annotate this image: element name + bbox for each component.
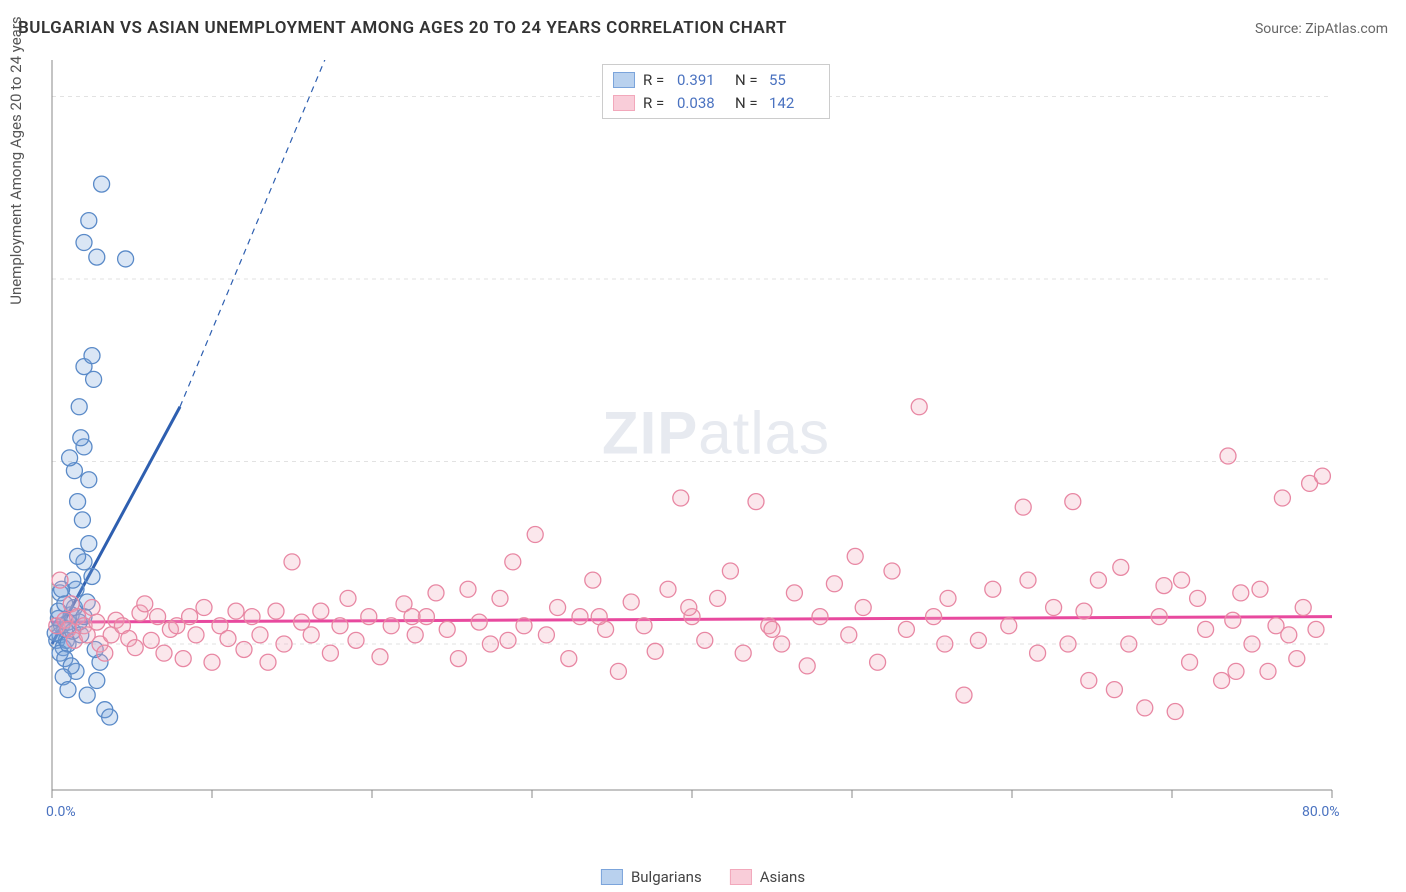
r-label: R = xyxy=(643,69,669,92)
stats-row-bulgarians: R = 0.391 N = 55 xyxy=(613,69,819,92)
chart-title: BULGARIAN VS ASIAN UNEMPLOYMENT AMONG AG… xyxy=(18,18,787,38)
n-label: N = xyxy=(735,92,761,115)
legend-label-bulgarians: Bulgarians xyxy=(631,868,702,886)
swatch-asians xyxy=(613,95,635,111)
x-tick-label: 0.0% xyxy=(46,804,76,820)
r-label: R = xyxy=(643,92,669,115)
y-axis-label: Unemployment Among Ages 20 to 24 years xyxy=(7,16,25,304)
r-value-bulgarians: 0.391 xyxy=(677,69,727,92)
legend-swatch-bulgarians xyxy=(601,869,623,885)
r-value-asians: 0.038 xyxy=(677,92,727,115)
legend-item-asians: Asians xyxy=(730,868,805,886)
legend-label-asians: Asians xyxy=(760,868,805,886)
scatter-plot xyxy=(46,60,1386,820)
stats-row-asians: R = 0.038 N = 142 xyxy=(613,92,819,115)
legend: Bulgarians Asians xyxy=(601,868,805,886)
legend-swatch-asians xyxy=(730,869,752,885)
legend-item-bulgarians: Bulgarians xyxy=(601,868,702,886)
correlation-stats-box: R = 0.391 N = 55 R = 0.038 N = 142 xyxy=(602,64,830,119)
n-value-bulgarians: 55 xyxy=(769,69,819,92)
chart-container: Unemployment Among Ages 20 to 24 years R… xyxy=(46,60,1386,820)
swatch-bulgarians xyxy=(613,72,635,88)
source-attribution: Source: ZipAtlas.com xyxy=(1255,21,1388,37)
x-tick-label: 80.0% xyxy=(1302,804,1340,820)
n-label: N = xyxy=(735,69,761,92)
n-value-asians: 142 xyxy=(769,92,819,115)
